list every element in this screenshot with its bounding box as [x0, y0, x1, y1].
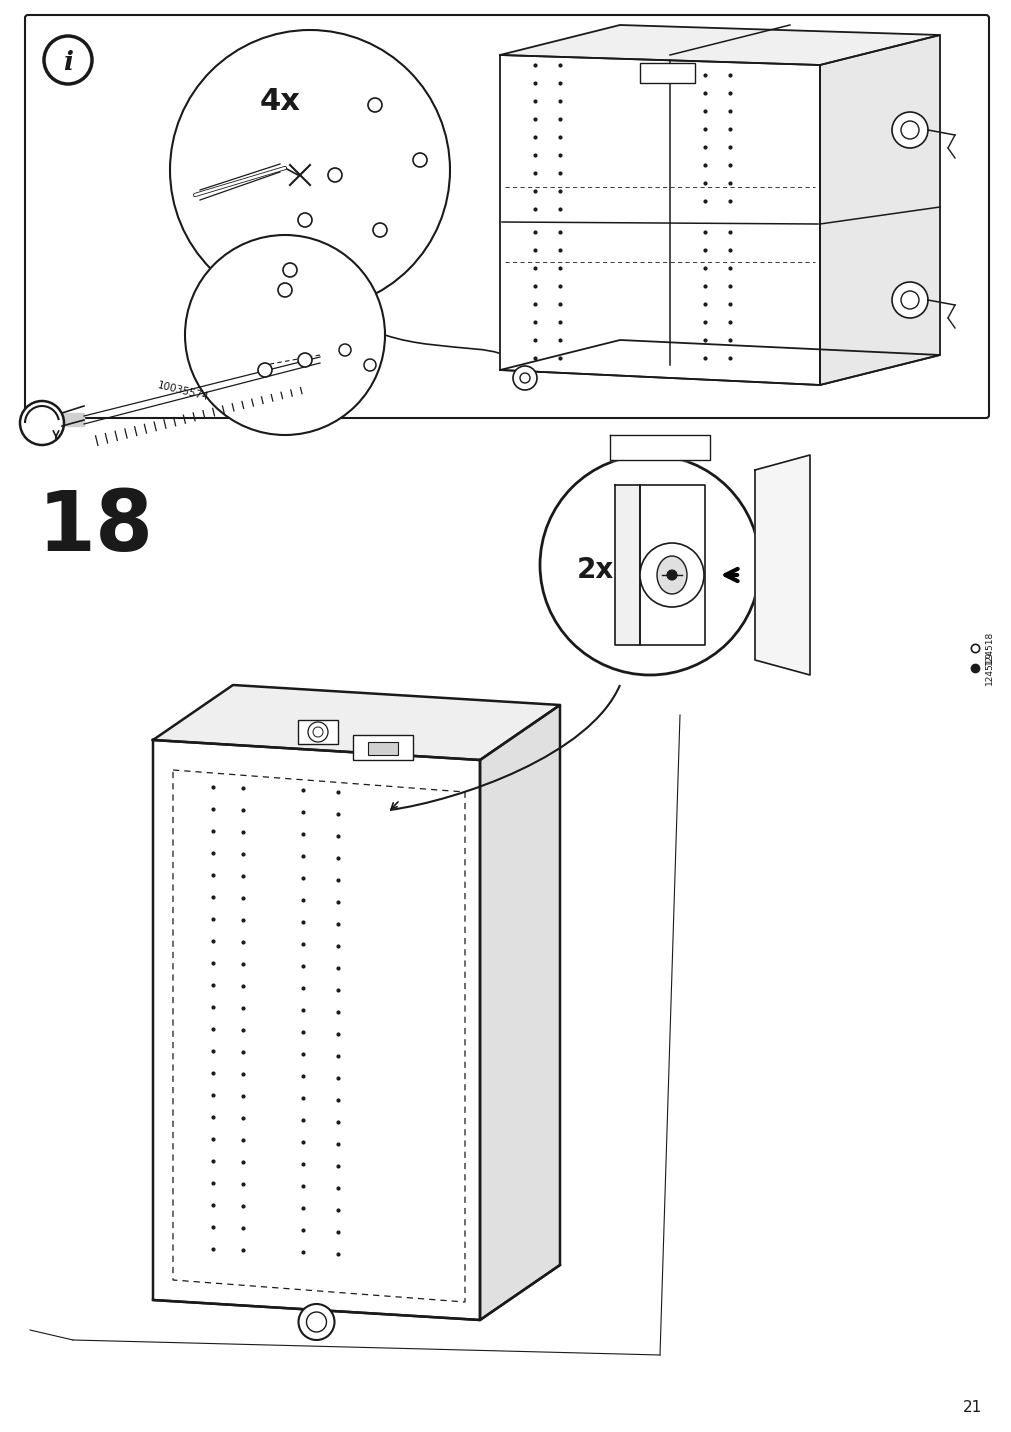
Bar	[639, 63, 695, 83]
Text: 18: 18	[38, 487, 154, 569]
Text: 10035574: 10035574	[157, 381, 210, 402]
Circle shape	[328, 168, 342, 182]
Polygon shape	[754, 455, 809, 674]
Circle shape	[298, 1305, 335, 1340]
Circle shape	[185, 235, 384, 435]
Circle shape	[891, 282, 927, 318]
Circle shape	[364, 359, 376, 371]
Text: 124519: 124519	[984, 652, 993, 684]
Text: i: i	[63, 50, 73, 74]
Circle shape	[540, 455, 759, 674]
Polygon shape	[639, 485, 705, 644]
Circle shape	[666, 570, 676, 580]
Circle shape	[283, 263, 296, 276]
Circle shape	[312, 727, 323, 737]
Circle shape	[297, 354, 311, 367]
Ellipse shape	[656, 556, 686, 594]
Circle shape	[520, 372, 530, 382]
Circle shape	[170, 30, 450, 309]
FancyBboxPatch shape	[25, 14, 988, 418]
Circle shape	[258, 362, 272, 377]
Polygon shape	[173, 770, 464, 1302]
Circle shape	[20, 401, 64, 445]
Polygon shape	[819, 34, 939, 385]
Circle shape	[278, 284, 292, 296]
Polygon shape	[610, 435, 710, 460]
Text: 124518: 124518	[984, 632, 993, 664]
Circle shape	[513, 367, 537, 390]
Text: 2x: 2x	[576, 556, 613, 584]
Circle shape	[900, 291, 918, 309]
Polygon shape	[499, 54, 819, 385]
Circle shape	[339, 344, 351, 357]
Bar	[297, 720, 338, 745]
Circle shape	[368, 97, 381, 112]
Polygon shape	[479, 705, 559, 1320]
Polygon shape	[353, 735, 412, 760]
Polygon shape	[368, 742, 397, 755]
Text: 21: 21	[961, 1400, 981, 1415]
Polygon shape	[153, 740, 479, 1320]
Polygon shape	[499, 24, 939, 64]
Polygon shape	[615, 485, 639, 644]
Circle shape	[412, 153, 427, 168]
Circle shape	[297, 213, 311, 228]
Circle shape	[373, 223, 386, 238]
Polygon shape	[153, 684, 559, 760]
Circle shape	[891, 112, 927, 147]
Circle shape	[900, 120, 918, 139]
Text: 4x: 4x	[260, 87, 300, 116]
Circle shape	[43, 36, 92, 84]
Circle shape	[639, 543, 704, 607]
Circle shape	[306, 1312, 327, 1332]
Circle shape	[307, 722, 328, 742]
